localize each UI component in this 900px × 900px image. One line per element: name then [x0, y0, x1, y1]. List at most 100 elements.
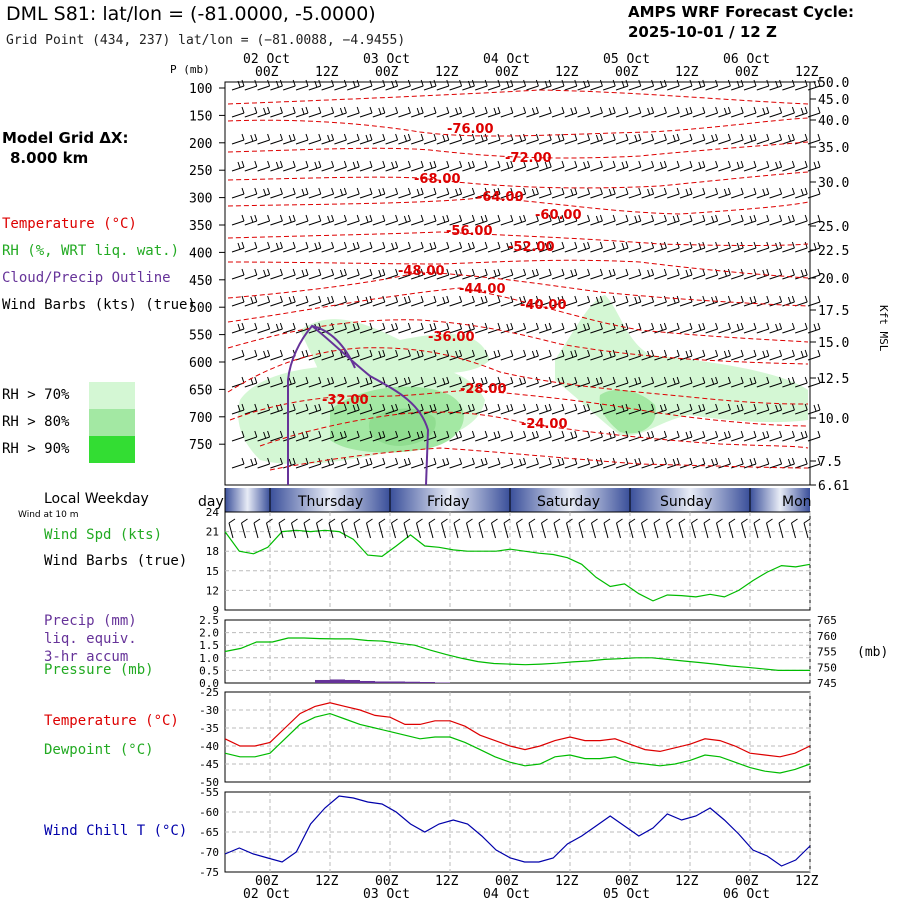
altitude-tick-label: 7.5: [818, 455, 841, 470]
wind-barb: [398, 79, 411, 91]
wind-barb: [487, 268, 501, 280]
wind-barb: [769, 268, 783, 280]
wind-barb: [500, 457, 514, 469]
wind-barb: [334, 322, 347, 334]
isotherm-line: [227, 347, 809, 405]
wind-barb: [385, 241, 399, 253]
wind-barb: [334, 160, 347, 172]
wind-barb: [487, 133, 501, 145]
wind-barb: [462, 187, 475, 199]
wind-barb: [231, 403, 245, 415]
temperature-ytick: -40: [199, 740, 219, 753]
wind-barb: [411, 214, 424, 226]
wind-barb: [513, 376, 527, 388]
wind-barb: [359, 79, 373, 91]
wind-barb: [782, 241, 795, 253]
surface-wind-barb: [541, 518, 548, 539]
wind-barb: [692, 133, 706, 145]
wind-barb: [641, 268, 655, 280]
wind-barb: [705, 241, 719, 253]
wind-barb: [436, 457, 450, 469]
wind-barb: [539, 403, 552, 415]
wind-barb: [782, 268, 795, 280]
wind-barb: [500, 376, 514, 388]
wind-barb: [795, 349, 808, 361]
wind-barb: [487, 214, 501, 226]
wind-barb: [590, 295, 603, 307]
wind-barb: [283, 214, 296, 226]
wind-barb: [731, 268, 744, 280]
wind-barb: [743, 241, 757, 253]
wind-barb: [692, 241, 706, 253]
wind-barb: [308, 268, 322, 280]
wind-barb: [347, 376, 360, 388]
wind-barb: [679, 268, 693, 280]
wind-barb: [590, 376, 603, 388]
wind-barb: [718, 106, 731, 118]
bottom-date-label: 03 Oct: [363, 887, 410, 900]
windchill-panel: [224, 791, 811, 873]
isotherm-label: -72.00: [505, 151, 552, 166]
wind-barb: [295, 268, 309, 280]
altitude-tick-label: 10.0: [818, 412, 849, 427]
isotherm-line: [227, 117, 809, 137]
wind-barb: [756, 133, 770, 145]
isotherm-line: [227, 231, 809, 246]
wind-barb: [615, 79, 629, 91]
wind-barb: [398, 268, 411, 280]
wind-barb: [372, 349, 386, 361]
wind-barb: [718, 133, 731, 145]
surface-wind-barb: [478, 518, 486, 539]
model-grid-label: Model Grid ΔX:: [2, 129, 129, 147]
wind-barb: [718, 187, 731, 199]
wind-barb: [257, 133, 271, 145]
top-date-label: 03 Oct: [363, 52, 410, 67]
precip-bar: [345, 679, 360, 683]
wind-barb: [795, 241, 808, 253]
wind-barb: [449, 403, 463, 415]
wind-barb: [244, 457, 258, 469]
wind-barb: [295, 349, 309, 361]
wind-barb: [385, 322, 399, 334]
wind-barb: [641, 79, 655, 91]
wind-barb: [334, 430, 347, 442]
wind-barb: [679, 79, 693, 91]
wind-barb: [782, 79, 795, 91]
isotherm-line: [269, 447, 809, 471]
temperature-panel: [224, 691, 811, 783]
wind-barb: [577, 322, 591, 334]
wind-barb: [308, 241, 322, 253]
wind-barb: [398, 187, 411, 199]
wind-barb: [769, 403, 783, 415]
temperature-label: Temperature (°C): [44, 713, 179, 729]
wind-barb: [743, 322, 757, 334]
legend-temperature: Temperature (°C): [2, 216, 137, 232]
wind-barb: [257, 322, 271, 334]
wind-barb: [231, 268, 245, 280]
wind-barb: [231, 106, 245, 118]
bottom-date-label: 04 Oct: [483, 887, 530, 900]
wind-barb: [769, 430, 783, 442]
surface-wind-barb: [253, 518, 261, 539]
wind-barb: [283, 106, 296, 118]
wind-barb: [244, 133, 258, 145]
wind-barb: [500, 268, 514, 280]
wind-barb: [590, 322, 603, 334]
weekday-label: Thursday: [297, 494, 363, 510]
wind-barb: [692, 430, 706, 442]
weekday-band: [750, 488, 810, 512]
pressure-ytick: 765: [817, 614, 837, 627]
surface-wind-barb: [641, 518, 648, 539]
wind-barb: [551, 322, 565, 334]
wind-barb: [423, 214, 437, 226]
wind-barb: [231, 322, 245, 334]
windchill-ytick: -55: [199, 786, 219, 799]
wind-barb: [487, 79, 501, 91]
wind-barb: [385, 214, 399, 226]
wind-barb: [743, 79, 757, 91]
wind-barb: [564, 160, 578, 172]
surface-wind-barb: [728, 518, 736, 539]
isotherm-label: -60.00: [535, 208, 582, 223]
wind-barb: [475, 322, 488, 334]
